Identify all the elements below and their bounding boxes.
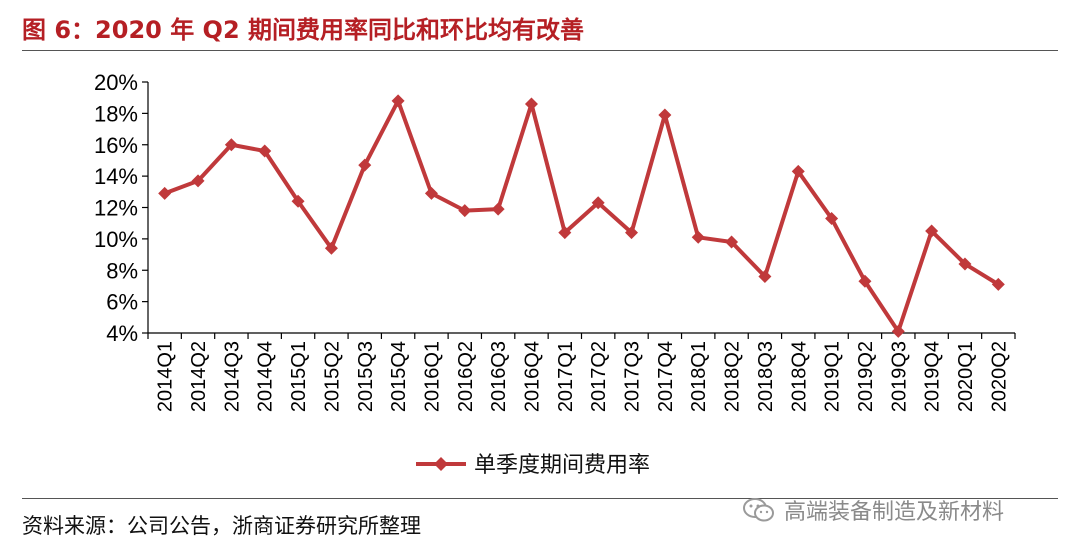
- x-tick-label: 2020Q2: [988, 341, 1010, 412]
- data-point: [424, 186, 438, 200]
- data-point: [691, 230, 705, 244]
- x-tick-label: 2015Q3: [355, 341, 377, 412]
- watermark-text: 高端装备制造及新材料: [784, 500, 1005, 525]
- legend: 单季度期间费用率: [416, 453, 650, 478]
- y-tick-label: 12%: [94, 196, 138, 221]
- data-point: [491, 202, 505, 216]
- top-divider: [22, 50, 1058, 51]
- data-point: [158, 186, 172, 200]
- source-note: 资料来源：公司公告，浙商证券研究所整理: [22, 514, 421, 538]
- y-tick-labels: 4% 6% 8% 10% 12% 14% 16% 18% 20%: [94, 70, 138, 346]
- data-point: [191, 174, 205, 188]
- x-tick-label: 2014Q1: [155, 341, 177, 412]
- series-line: [163, 98, 1000, 334]
- legend-label: 单季度期间费用率: [474, 453, 650, 478]
- data-point: [991, 277, 1005, 291]
- data-point: [324, 241, 338, 255]
- x-tick-label: 2016Q1: [421, 341, 443, 412]
- data-point: [224, 138, 238, 152]
- data-point: [725, 235, 739, 249]
- y-tick-label: 6%: [106, 290, 138, 315]
- bottom-divider: [22, 498, 1058, 499]
- x-tick-label: 2019Q1: [822, 341, 844, 412]
- y-tick-label: 10%: [94, 227, 138, 252]
- x-tick-label: 2015Q2: [321, 341, 343, 412]
- data-point: [458, 204, 472, 218]
- x-tick-label: 2017Q1: [555, 341, 577, 412]
- x-tick-label: 2018Q1: [688, 341, 710, 412]
- data-point: [858, 274, 872, 288]
- data-point: [591, 196, 605, 210]
- data-point: [558, 226, 572, 240]
- watermark: 高端装备制造及新材料: [742, 494, 1004, 526]
- data-point: [825, 211, 839, 225]
- x-tick-label: 2018Q4: [788, 341, 810, 412]
- figure-title: 图 6：2020 年 Q2 期间费用率同比和环比均有改善: [22, 16, 585, 44]
- x-tick-label: 2017Q4: [655, 341, 677, 412]
- data-point: [524, 97, 538, 111]
- y-tick-label: 18%: [94, 101, 138, 126]
- data-point: [958, 257, 972, 271]
- chart-axes: [142, 81, 1016, 339]
- data-point: [358, 158, 372, 172]
- data-point: [291, 194, 305, 208]
- y-tick-label: 4%: [106, 321, 138, 346]
- data-point: [891, 324, 905, 338]
- x-tick-label: 2014Q3: [221, 341, 243, 412]
- x-tick-label: 2017Q3: [622, 341, 644, 412]
- data-point: [625, 226, 639, 240]
- y-tick-label: 8%: [106, 258, 138, 283]
- x-tick-label: 2016Q3: [488, 341, 510, 412]
- x-tick-labels: 2014Q1 2014Q2 2014Q3 2014Q4 2015Q1 2015Q2 2015…: [155, 341, 1011, 412]
- y-tick-label: 14%: [94, 164, 138, 189]
- x-tick-label: 2015Q1: [288, 341, 310, 412]
- legend-marker: [434, 457, 448, 471]
- x-tick-label: 2018Q2: [722, 341, 744, 412]
- x-tick-label: 2019Q2: [855, 341, 877, 412]
- x-tick-label: 2014Q4: [255, 341, 277, 412]
- y-tick-label: 20%: [94, 70, 138, 95]
- line-chart: 4%6%8%10%12%14%16%18%20% 2014Q1 2014Q2 201…: [94, 70, 1016, 478]
- data-point: [258, 144, 272, 158]
- x-tick-label: 2019Q3: [888, 341, 910, 412]
- x-tick-label: 2017Q2: [588, 341, 610, 412]
- data-point: [925, 224, 939, 238]
- x-tick-label: 2018Q3: [755, 341, 777, 412]
- data-point: [758, 270, 772, 284]
- x-tick-label: 2016Q2: [455, 341, 477, 412]
- wechat-icon: [743, 498, 774, 522]
- x-tick-label: 2020Q1: [955, 341, 977, 412]
- data-point: [658, 108, 672, 122]
- data-point: [791, 164, 805, 178]
- x-tick-label: 2016Q4: [521, 341, 543, 412]
- x-tick-label: 2019Q4: [922, 341, 944, 412]
- x-tick-label: 2014Q2: [188, 341, 210, 412]
- y-tick-label: 16%: [94, 133, 138, 158]
- series-layer: [158, 94, 1005, 338]
- data-point: [391, 94, 405, 108]
- x-tick-label: 2015Q4: [388, 341, 410, 412]
